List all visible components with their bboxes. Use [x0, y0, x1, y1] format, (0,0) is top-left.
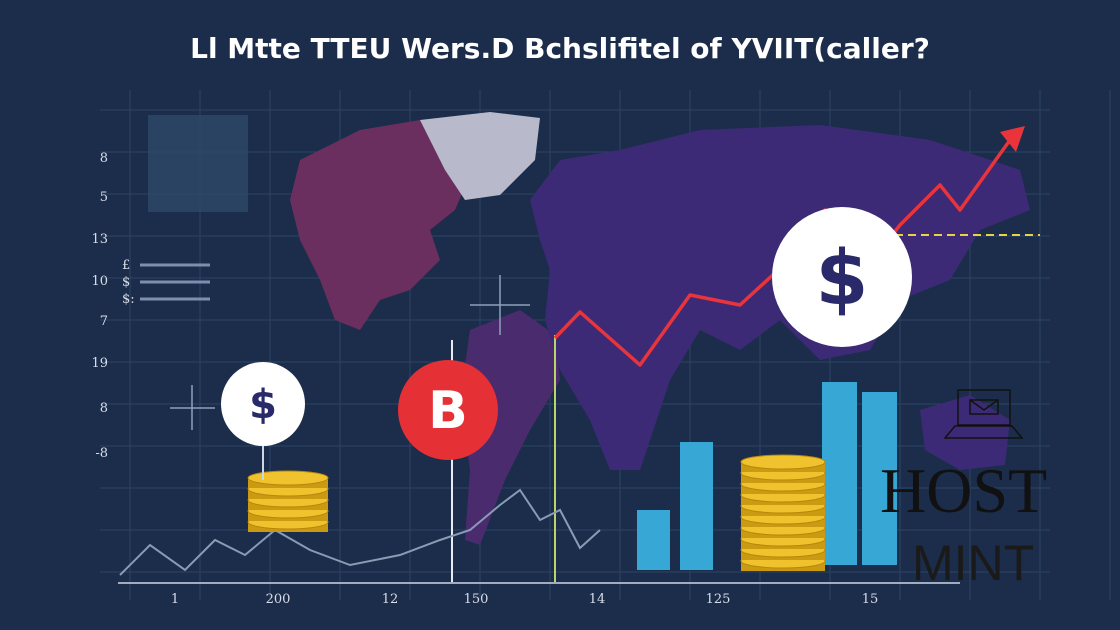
world-map [290, 112, 1030, 545]
legend-label: £ [122, 258, 130, 273]
dollar-symbol: $ [249, 382, 277, 428]
y-axis-label: 10 [91, 274, 108, 289]
y-axis-label: 8 [100, 401, 108, 416]
legend-label: $: [122, 292, 135, 307]
x-axis-label: 200 [266, 592, 291, 607]
coin [740, 454, 826, 470]
bar [637, 510, 670, 570]
y-axis-label: 5 [100, 190, 108, 205]
labels: 8 5 13 10 7 19 8 -8 1 200 12 150 14 125 15 £ $ $: [91, 151, 878, 607]
bar [822, 382, 857, 565]
laptop-icon [943, 389, 1024, 439]
x-axis-label: 125 [706, 592, 731, 607]
title: Ll Mtte TTEU Wers.D Bchslifitel of YVIIT… [190, 32, 930, 65]
watermark: HOST [880, 455, 1047, 526]
greenland [420, 112, 540, 200]
x-axis-label: 15 [862, 592, 879, 607]
x-axis-label: 1 [171, 592, 179, 607]
bar [680, 442, 713, 570]
x-axis-label: 12 [382, 592, 399, 607]
north-america [290, 120, 470, 330]
x-axis-label: 14 [589, 592, 606, 607]
y-axis-label: 7 [100, 314, 108, 329]
crosshairs [170, 275, 530, 430]
dollar-icon [772, 207, 912, 347]
bars [637, 382, 897, 570]
coin-stacks [247, 454, 826, 571]
bar [862, 392, 897, 565]
dollar-icon [221, 362, 305, 446]
watermark: MINT [912, 535, 1034, 591]
y-axis-label: -8 [95, 446, 108, 461]
panel [148, 115, 248, 212]
dollar-symbol: $ [816, 233, 869, 322]
gray-line [119, 488, 601, 576]
y-axis-label: 13 [91, 232, 108, 247]
legend-label: $ [122, 275, 130, 290]
bitcoin-icon [398, 360, 498, 460]
y-axis-label: 8 [100, 151, 108, 166]
coin [247, 470, 329, 486]
x-axis-label: 150 [464, 592, 489, 607]
south-america [460, 310, 560, 545]
bitcoin-symbol: B [428, 381, 468, 441]
arrow-head [1000, 126, 1025, 152]
y-axis-label: 19 [91, 356, 108, 371]
